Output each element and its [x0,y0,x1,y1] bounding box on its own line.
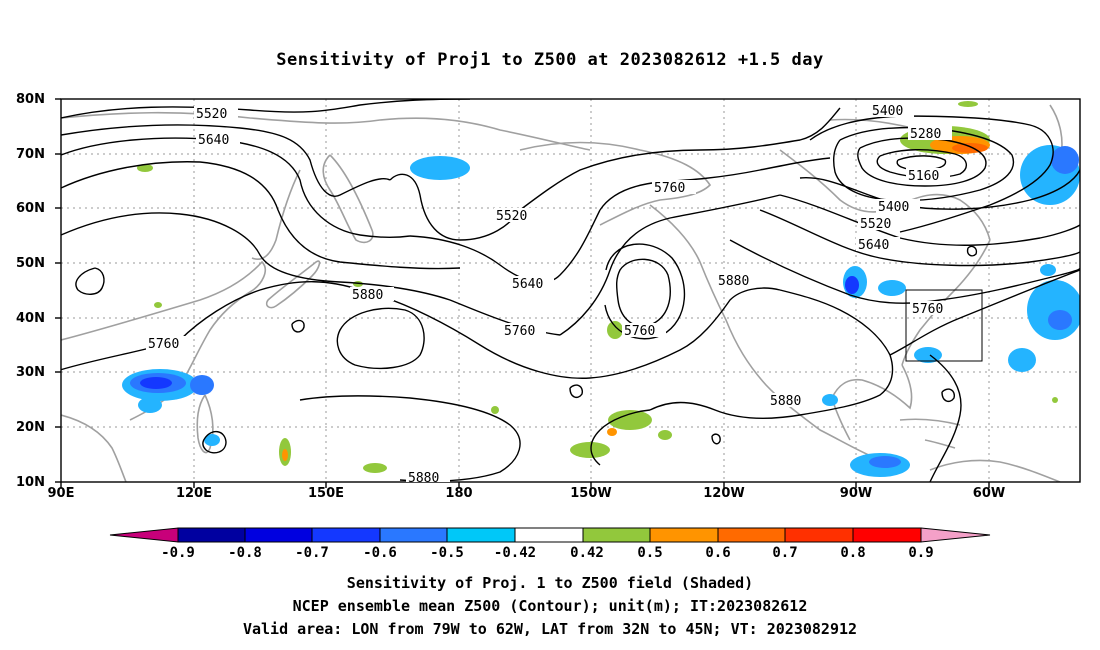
colorbar-swatch [582,527,651,543]
coastlines [61,104,1063,482]
colorbar-tick: 0.6 [705,545,731,561]
colorbar-swatch [717,527,786,543]
lat-label: 30N [16,365,45,380]
colorbar-tick: 0.8 [840,545,866,561]
contour-label: 5880 [408,471,439,486]
colorbar-swatch [920,527,991,543]
lon-label: 180 [445,486,473,501]
colorbar-tick: -0.6 [363,545,397,561]
lon-label: 90W [839,486,873,501]
lon-label: 120E [175,486,213,501]
contour-label: 5760 [148,337,179,352]
colorbar-tick: 0.9 [908,545,934,561]
colorbar-swatch [514,527,584,543]
colorbar-swatch [379,527,448,543]
lon-label: 120W [703,486,745,501]
valid-area-box [905,289,983,362]
colorbar-swatch [177,527,246,543]
map-title: Sensitivity of Proj1 to Z500 at 20230826… [276,50,824,70]
colorbar-tick: -0.8 [228,545,262,561]
contour-label: 5880 [718,274,749,289]
colorbar-swatch [244,527,313,543]
contour-label: 5640 [512,277,543,292]
colorbar [109,527,991,543]
colorbar-tick: -0.5 [430,545,464,561]
colorbar-tick: -0.42 [493,545,537,561]
sensitivity-shading [122,101,1080,477]
lon-label: 150E [307,486,345,501]
colorbar-tick: 0.42 [570,545,604,561]
contour-label: 5640 [198,133,229,148]
colorbar-tick: 0.7 [772,545,798,561]
contour-label: 5520 [496,209,527,224]
lat-label: 40N [16,311,45,326]
z500-contours [61,99,1080,482]
contour-label: 5760 [912,302,943,317]
contour-label: 5760 [654,181,685,196]
lon-label: 150W [570,486,612,501]
lon-label: 60W [972,486,1006,501]
colorbar-tick: 0.5 [637,545,663,561]
contour-label: 5760 [624,324,655,339]
contour-label: 5880 [770,394,801,409]
contour-label: 5640 [858,238,889,253]
colorbar-swatch [784,527,854,543]
lat-label: 10N [16,475,45,490]
colorbar-swatch [109,527,179,543]
colorbar-swatch [649,527,719,543]
contour-label: 5280 [910,127,941,142]
colorbar-tick: -0.7 [295,545,329,561]
colorbar-swatch [311,527,381,543]
lon-label: 90E [47,486,75,501]
lat-label: 50N [16,256,45,271]
colorbar-swatch [446,527,516,543]
contour-label: 5520 [196,107,227,122]
contour-label: 5160 [908,169,939,184]
contour-label: 5400 [878,200,909,215]
axis-ticks [55,98,990,488]
lat-label: 20N [16,420,45,435]
plot-frame [60,98,1081,483]
contour-labels: 5520 5640 5400 5280 5160 5760 5400 5520 … [146,103,954,486]
grid-lines [61,99,1080,482]
caption-contour: NCEP ensemble mean Z500 (Contour); unit(… [292,597,808,615]
lat-label: 80N [16,92,45,107]
caption-shading: Sensitivity of Proj. 1 to Z500 field (Sh… [346,574,754,592]
contour-label: 5760 [504,324,535,339]
lat-label: 60N [16,201,45,216]
contour-label: 5400 [872,104,903,119]
contour-label: 5520 [860,217,891,232]
lat-label: 70N [16,147,45,162]
colorbar-swatch [852,527,922,543]
caption-valid-area: Valid area: LON from 79W to 62W, LAT fro… [242,620,858,638]
colorbar-tick: -0.9 [161,545,195,561]
contour-label: 5880 [352,288,383,303]
